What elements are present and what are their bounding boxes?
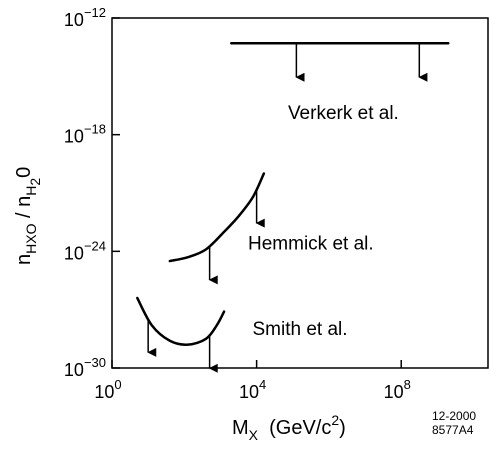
series-layer: Verkerk et al. Hemmick et al. Smith et al. [136, 42, 450, 373]
y-tick-label-base: 10 [64, 127, 84, 147]
x-tick-label-base: 10 [384, 382, 404, 402]
y-axis-title: nHXO / nH20 [13, 167, 43, 265]
x-tick-label-base: 10 [94, 382, 114, 402]
smith-limit-curve [136, 296, 226, 346]
y-axis-title-sub1: HXO [23, 223, 39, 253]
y-axis-title-n1: n [13, 254, 35, 265]
y-axis-title-sub2: H [23, 186, 39, 196]
figure-code-line1: 12-2000 [432, 409, 476, 423]
x-tick-label: 104 [239, 377, 266, 402]
x-axis-title-tail: ) [339, 417, 346, 439]
y-tick-label: 10−24 [64, 238, 106, 263]
y-tick-label-exponent: −30 [84, 355, 106, 370]
x-tick-label: 100 [94, 377, 121, 402]
x-tick-label-base: 10 [239, 382, 259, 402]
x-tick-label-exponent: 0 [114, 377, 121, 392]
y-tick-label: 10−30 [64, 355, 106, 380]
verkerk-series-label: Verkerk et al. [288, 103, 399, 124]
y-axis-title-n2: n [13, 196, 35, 207]
hemmick-series-label: Hemmick et al. [248, 233, 374, 254]
x-axis-title-units: (GeV/c [258, 417, 331, 439]
x-tick-label-exponent: 8 [404, 377, 411, 392]
x-tick-label-exponent: 4 [259, 377, 266, 392]
y-tick-label-base: 10 [64, 10, 84, 30]
plot-frame [111, 17, 489, 369]
hemmick-limit-curve [168, 172, 266, 263]
smith-series-label: Smith et al. [252, 319, 347, 340]
x-axis-ticks: 100 104 108 [94, 360, 411, 402]
y-tick-label: 10−18 [64, 122, 106, 147]
x-tick-label: 108 [384, 377, 411, 402]
y-axis-title-sep: / [13, 207, 35, 224]
y-tick-label: 10−12 [64, 5, 106, 30]
x-axis-title-sup: 2 [331, 412, 339, 428]
x-axis-title-sub: X [249, 427, 259, 443]
y-tick-label-exponent: −24 [84, 238, 106, 253]
y-tick-label-exponent: −12 [84, 5, 106, 20]
y-tick-label-base: 10 [64, 243, 84, 263]
figure-code-line2: 8577A4 [432, 423, 474, 437]
x-axis-title: MX (GeV/c2) [232, 412, 346, 443]
y-tick-label-exponent: −18 [84, 122, 106, 137]
y-axis-title-sub2b: 2 [27, 178, 43, 186]
y-axis-title-tail: 0 [13, 167, 35, 178]
y-tick-label-base: 10 [64, 360, 84, 380]
x-axis-title-base: M [232, 417, 249, 439]
